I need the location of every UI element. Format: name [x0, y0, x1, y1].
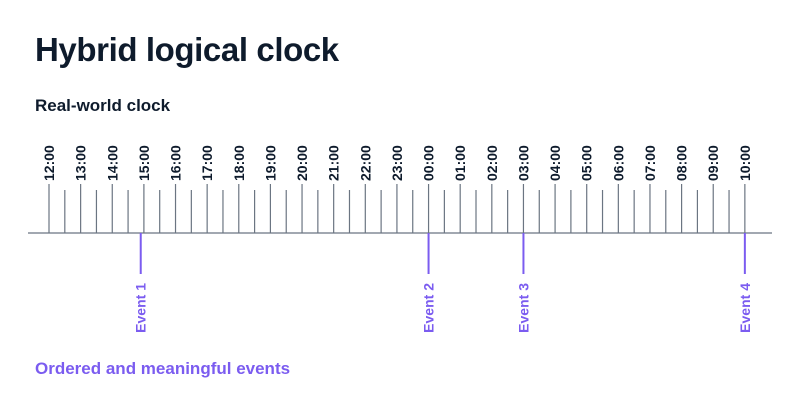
- hour-label: 07:00: [642, 145, 658, 181]
- hour-label: 02:00: [484, 145, 500, 181]
- footer-caption: Ordered and meaningful events: [35, 359, 291, 378]
- timeline-subtitle: Real-world clock: [35, 96, 171, 115]
- hour-label: 06:00: [610, 145, 626, 181]
- hour-label: 09:00: [705, 145, 721, 181]
- hour-label: 04:00: [547, 145, 563, 181]
- diagram-title: Hybrid logical clock: [35, 31, 339, 68]
- event-label: Event 4: [737, 283, 753, 333]
- hour-label: 15:00: [136, 145, 152, 181]
- event-label: Event 1: [133, 283, 149, 333]
- hour-label: 01:00: [452, 145, 468, 181]
- hour-label: 08:00: [674, 145, 690, 181]
- hour-label: 20:00: [294, 145, 310, 181]
- hour-label: 12:00: [41, 145, 57, 181]
- hour-label: 13:00: [73, 145, 89, 181]
- hour-label: 16:00: [168, 145, 184, 181]
- hour-label: 14:00: [104, 145, 120, 181]
- hour-label: 19:00: [262, 145, 278, 181]
- hour-label: 03:00: [515, 145, 531, 181]
- event-label: Event 3: [515, 283, 531, 333]
- event-label: Event 2: [421, 283, 437, 333]
- hour-label: 21:00: [326, 145, 342, 181]
- hour-label: 05:00: [579, 145, 595, 181]
- hour-label: 18:00: [231, 145, 247, 181]
- hour-label: 23:00: [389, 145, 405, 181]
- hour-label: 10:00: [737, 145, 753, 181]
- hour-label: 22:00: [357, 145, 373, 181]
- hour-label: 17:00: [199, 145, 215, 181]
- hour-label: 00:00: [421, 145, 437, 181]
